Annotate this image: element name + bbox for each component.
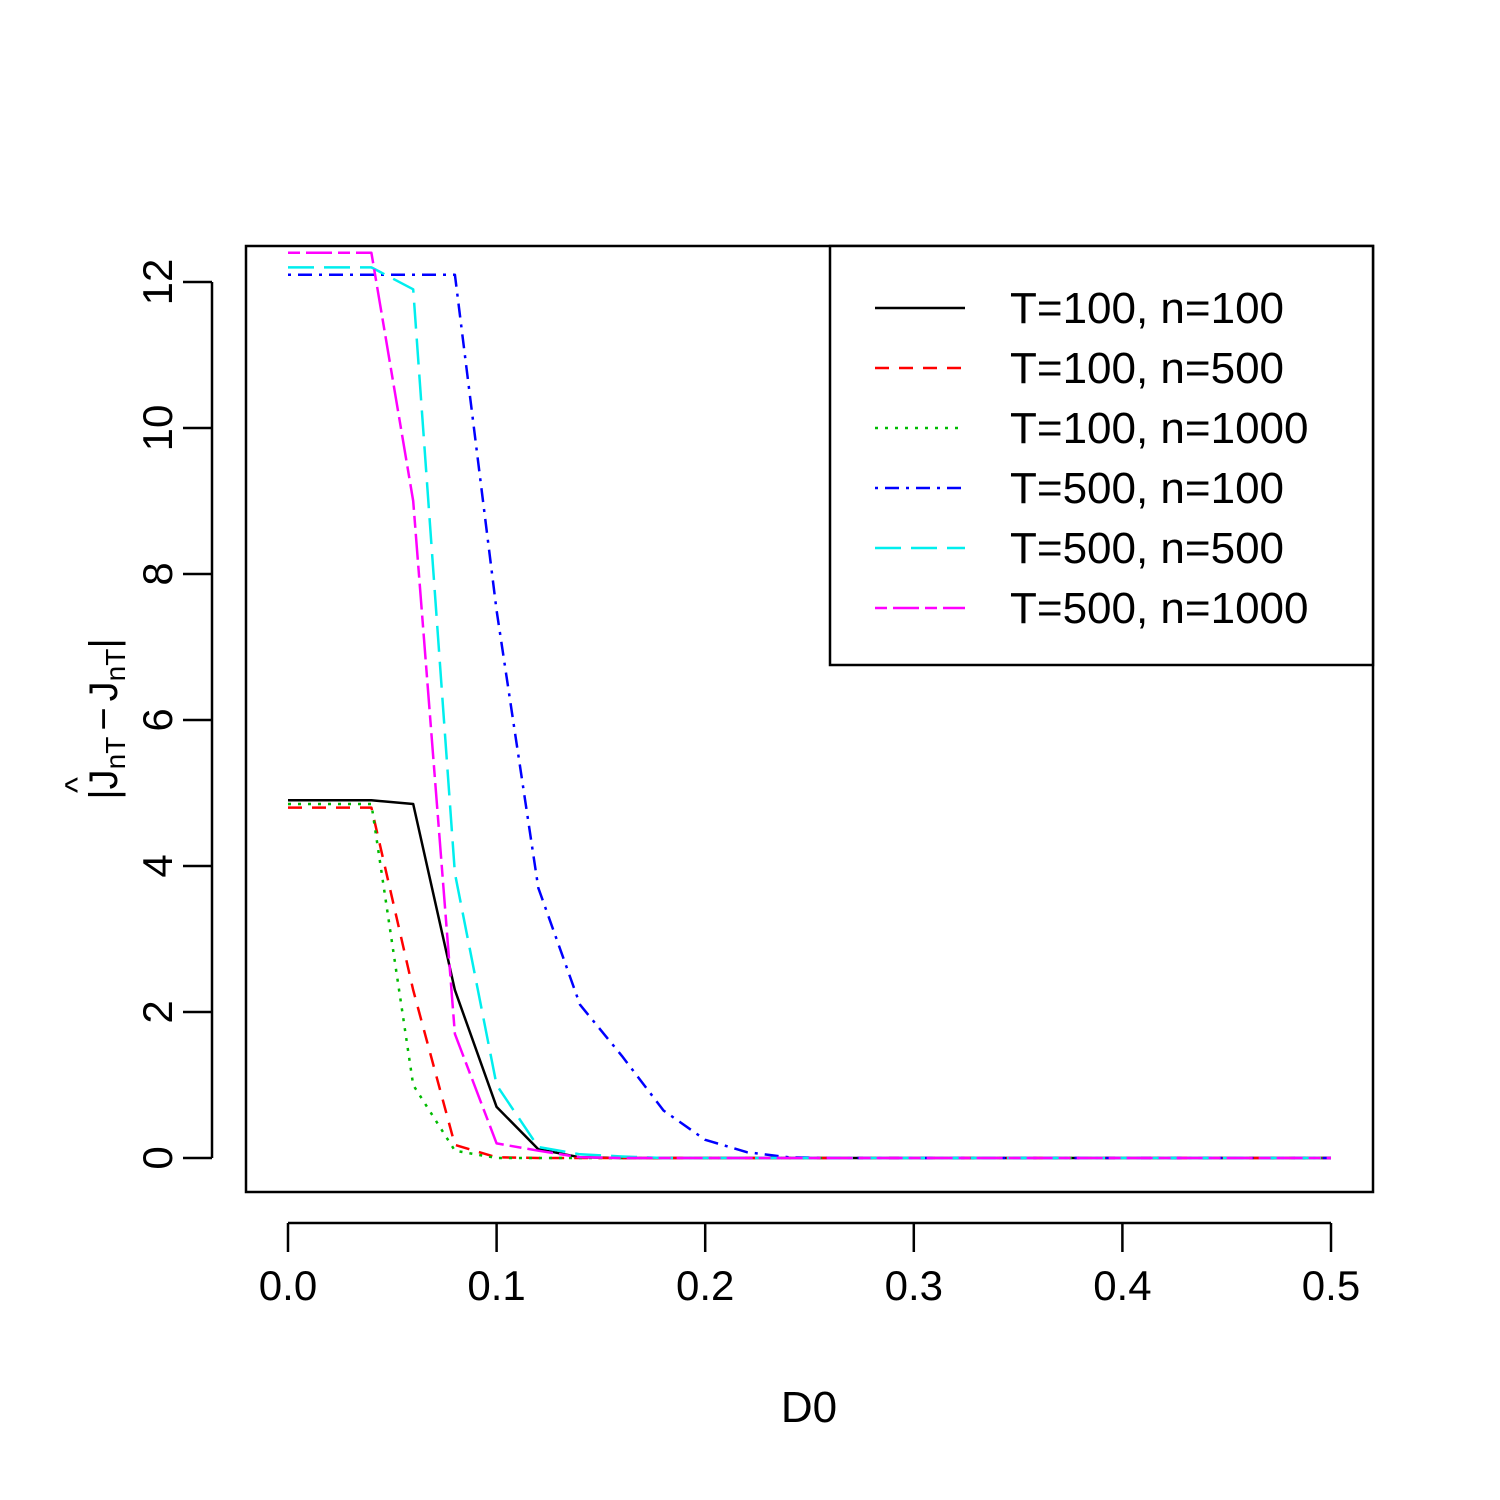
series-line-3 (288, 802, 1331, 1160)
x-tick-label: 0.3 (885, 1262, 943, 1309)
legend-box (828, 244, 1375, 667)
series-line-6 (288, 251, 1331, 1160)
y-label-hat: ^ (59, 777, 97, 793)
y-tick-label: 6 (134, 708, 181, 731)
y-label-sub2: nT (100, 649, 131, 682)
series-line-5 (288, 266, 1331, 1160)
legend-label-3: T=100, n=1000 (1010, 404, 1308, 453)
y-tick-label: 8 (134, 562, 181, 585)
legend-label-4: T=500, n=100 (1010, 464, 1284, 513)
y-label-term2: J (82, 681, 126, 701)
x-tick-label: 0.4 (1093, 1262, 1151, 1309)
legend-label-6: T=500, n=1000 (1010, 584, 1308, 633)
x-tick-label: 0.2 (676, 1262, 734, 1309)
y-label-prefix: | (82, 789, 126, 799)
y-tick-label: 0 (134, 1146, 181, 1169)
y-axis-label-text: |JnT−JnT| (82, 638, 131, 800)
legend: T=100, n=100 T=100, n=500 T=100, n=1000 T=5… (828, 244, 1375, 667)
y-axis: 0 2 4 6 8 10 12 (134, 259, 214, 1170)
x-axis-label: D0 (781, 1383, 837, 1432)
y-tick-label: 10 (134, 405, 181, 452)
x-tick-label: 0.0 (259, 1262, 317, 1309)
x-tick-label: 0.5 (1302, 1262, 1360, 1309)
y-label-sub1: nT (100, 737, 131, 770)
y-tick-label: 2 (134, 1000, 181, 1023)
legend-label-1: T=100, n=100 (1010, 284, 1284, 333)
y-axis-label: |JnT−JnT| ^ (59, 638, 131, 800)
legend-label-2: T=100, n=500 (1010, 344, 1284, 393)
x-axis: 0.0 0.1 0.2 0.3 0.4 0.5 (259, 1221, 1360, 1309)
y-label-suffix: | (82, 638, 126, 648)
series-layer (288, 251, 1331, 1160)
y-label-term1: J (82, 769, 126, 789)
series-line-4 (288, 273, 1331, 1160)
y-label-operator: − (82, 707, 126, 730)
plot-frame (244, 244, 1375, 1194)
y-tick-label: 12 (134, 259, 181, 306)
legend-label-5: T=500, n=500 (1010, 524, 1284, 573)
y-tick-label: 4 (134, 854, 181, 877)
x-tick-label: 0.1 (467, 1262, 525, 1309)
